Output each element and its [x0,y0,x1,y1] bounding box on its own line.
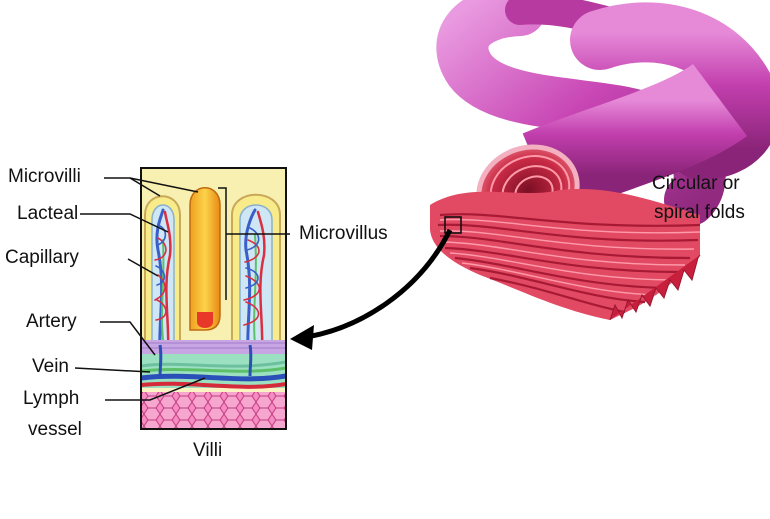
label-vein: Vein [32,356,69,377]
label-lymph-line2: vessel [28,419,82,440]
small-intestine [430,0,770,321]
label-microvillus: Microvillus [299,223,388,244]
label-folds-line1: Circular or [652,173,740,194]
leader-vein [74,367,151,373]
selection-box [444,216,462,234]
leader-microvilli-b [129,177,199,193]
leader-artery [100,321,156,356]
label-lymph-line1: Lymph [23,388,80,409]
leader-lacteal [80,213,169,233]
leader-capillary [127,258,159,277]
label-capillary: Capillary [5,247,79,268]
villi-panel-border [140,167,287,430]
label-villi: Villi [193,440,223,461]
label-artery: Artery [26,311,77,332]
label-lacteal: Lacteal [17,203,79,224]
leader-microvillus [218,187,290,300]
leader-lymph-vessel [105,377,206,401]
magnify-arrow [290,228,453,350]
label-microvilli: Microvilli [8,166,81,187]
label-folds-line2: spiral folds [654,202,745,223]
leader-lines [74,177,290,401]
villi-cross-section [140,167,287,430]
